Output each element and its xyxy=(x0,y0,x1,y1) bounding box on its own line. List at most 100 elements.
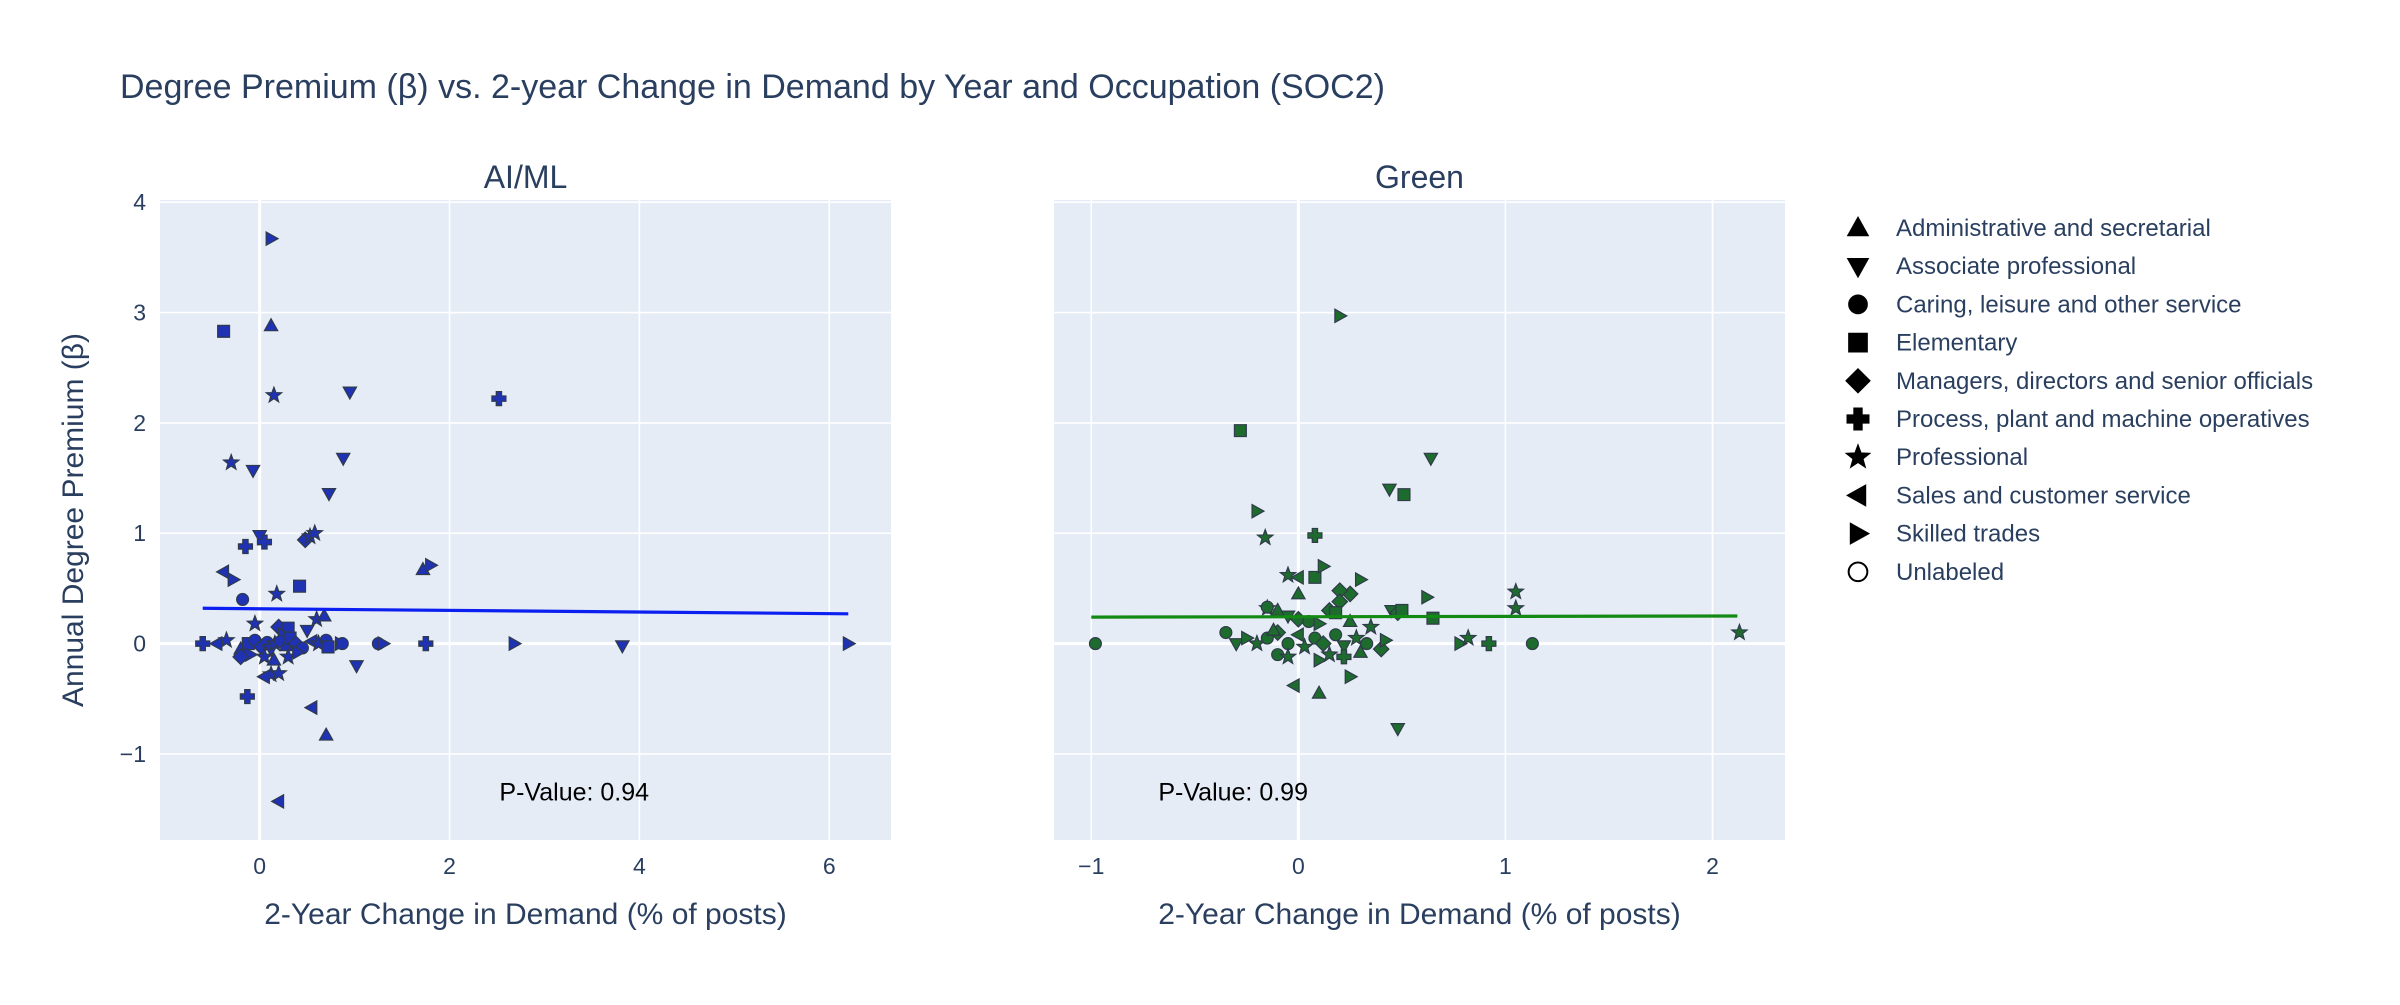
y-tick-label: 4 xyxy=(133,189,146,215)
subplot-title-green: Green xyxy=(1375,159,1464,195)
data-point-ai-ml xyxy=(263,317,279,332)
grid-ai-ml xyxy=(160,200,891,840)
data-point-green xyxy=(1329,628,1343,642)
data-point-green xyxy=(1313,616,1328,632)
data-point-green xyxy=(1219,625,1233,640)
legend-label: Sales and customer service xyxy=(1896,482,2191,509)
data-point-green xyxy=(1290,585,1307,600)
legend-symbol-triangle-right xyxy=(1849,522,1871,545)
legend-symbol-triangle-left xyxy=(1845,484,1867,507)
data-point-ai-ml xyxy=(215,564,230,580)
data-point-ai-ml xyxy=(227,571,242,588)
marks-green xyxy=(1088,308,1749,737)
data-point-ai-ml xyxy=(292,644,306,661)
data-point-ai-ml xyxy=(208,635,223,652)
data-point-ai-ml xyxy=(508,635,523,652)
y-tick-label: 2 xyxy=(133,410,146,436)
data-point-green xyxy=(1307,527,1323,544)
data-point-ai-ml xyxy=(418,635,434,652)
x-tick-label: 2 xyxy=(443,853,456,879)
data-point-ai-ml xyxy=(335,452,351,467)
data-point-ai-ml xyxy=(299,624,315,639)
data-point-green xyxy=(1395,603,1409,618)
panel-ai-ml: 0 2 4 6 −1 0 1 2 3 4 AI/ML 2-Year Change in Deman… xyxy=(57,159,891,931)
legend-item: Caring, leisure and other service xyxy=(1848,291,2242,318)
x-tick-label: 2 xyxy=(1706,853,1719,879)
data-point-green xyxy=(1352,644,1369,658)
legend-item: Sales and customer service xyxy=(1845,482,2191,509)
data-point-green xyxy=(1454,635,1469,652)
data-point-ai-ml xyxy=(303,699,318,716)
legend-symbol-diamond xyxy=(1845,367,1871,394)
legend-item: Unlabeled xyxy=(1847,559,2004,586)
data-point-ai-ml xyxy=(237,538,254,555)
x-tick-label: 0 xyxy=(1292,853,1305,879)
p-value-annotation-green: P-Value: 0.99 xyxy=(1158,778,1308,806)
legend-item: Process, plant and machine operatives xyxy=(1846,406,2310,433)
data-point-green xyxy=(1730,622,1749,641)
legend-label: Administrative and secretarial xyxy=(1896,215,2211,242)
p-value-annotation-ai-ml: P-Value: 0.94 xyxy=(499,778,649,806)
data-point-green xyxy=(1390,723,1406,737)
data-point-ai-ml xyxy=(232,648,250,666)
data-point-ai-ml xyxy=(491,391,507,407)
legend-label: Process, plant and machine operatives xyxy=(1896,406,2310,433)
data-point-green xyxy=(1228,638,1244,652)
data-point-green xyxy=(1360,637,1374,651)
data-point-ai-ml xyxy=(318,726,334,741)
legend-label: Managers, directors and senior officials xyxy=(1896,368,2313,395)
data-point-ai-ml xyxy=(236,592,250,606)
data-point-green xyxy=(1354,571,1369,588)
data-point-ai-ml xyxy=(195,635,211,652)
data-point-green xyxy=(1421,589,1435,605)
legend-label: Skilled trades xyxy=(1896,521,2040,548)
data-point-green xyxy=(1423,452,1439,467)
data-point-green xyxy=(1255,527,1275,546)
data-point-ai-ml xyxy=(255,647,274,665)
fit-line-green xyxy=(1091,614,1738,619)
data-point-green xyxy=(1278,565,1298,584)
data-point-green xyxy=(1481,635,1497,652)
legend-label: Caring, leisure and other service xyxy=(1896,291,2242,318)
legend-symbol-cross xyxy=(1846,407,1870,431)
legend-symbol-triangle-down xyxy=(1846,258,1870,279)
plot-area-ai-ml xyxy=(160,200,891,840)
y-tick-label: 0 xyxy=(133,631,146,657)
marks-ai-ml xyxy=(195,230,857,810)
data-point-ai-ml xyxy=(842,635,857,652)
data-point-ai-ml xyxy=(269,663,288,682)
data-point-ai-ml xyxy=(266,651,282,666)
data-point-green xyxy=(1506,598,1526,617)
data-point-ai-ml xyxy=(425,557,439,573)
legend-label: Elementary xyxy=(1896,330,2017,357)
data-point-green xyxy=(1314,635,1332,653)
legend-item: Professional xyxy=(1844,443,2028,471)
data-point-green xyxy=(1241,630,1255,646)
x-tick-label: 0 xyxy=(253,853,266,879)
data-point-green xyxy=(1251,503,1266,519)
data-point-ai-ml xyxy=(342,386,358,401)
data-point-ai-ml xyxy=(256,534,273,550)
data-point-green xyxy=(1334,308,1348,324)
data-point-green xyxy=(1397,488,1411,502)
data-point-green xyxy=(1336,640,1352,655)
data-point-green xyxy=(1265,622,1282,636)
x-tick-label: 1 xyxy=(1499,853,1512,879)
data-point-green xyxy=(1290,627,1304,643)
data-point-ai-ml xyxy=(335,637,349,651)
data-point-ai-ml xyxy=(316,607,332,622)
y-tick-label: −1 xyxy=(120,741,146,767)
data-point-green xyxy=(1320,644,1339,663)
data-point-ai-ml xyxy=(348,660,365,674)
data-point-green xyxy=(1285,677,1300,694)
x-axis-label-green: 2-Year Change in Demand (% of posts) xyxy=(1158,898,1681,931)
ticks-green: −1 0 1 2 xyxy=(1078,853,1719,879)
data-point-ai-ml xyxy=(245,464,261,479)
data-point-green xyxy=(1506,581,1526,600)
data-point-green xyxy=(1426,611,1440,625)
x-tick-label: 4 xyxy=(633,853,646,879)
data-point-ai-ml xyxy=(239,688,255,705)
data-point-green xyxy=(1344,669,1359,685)
data-point-green xyxy=(1372,640,1390,658)
data-point-ai-ml xyxy=(305,523,325,542)
